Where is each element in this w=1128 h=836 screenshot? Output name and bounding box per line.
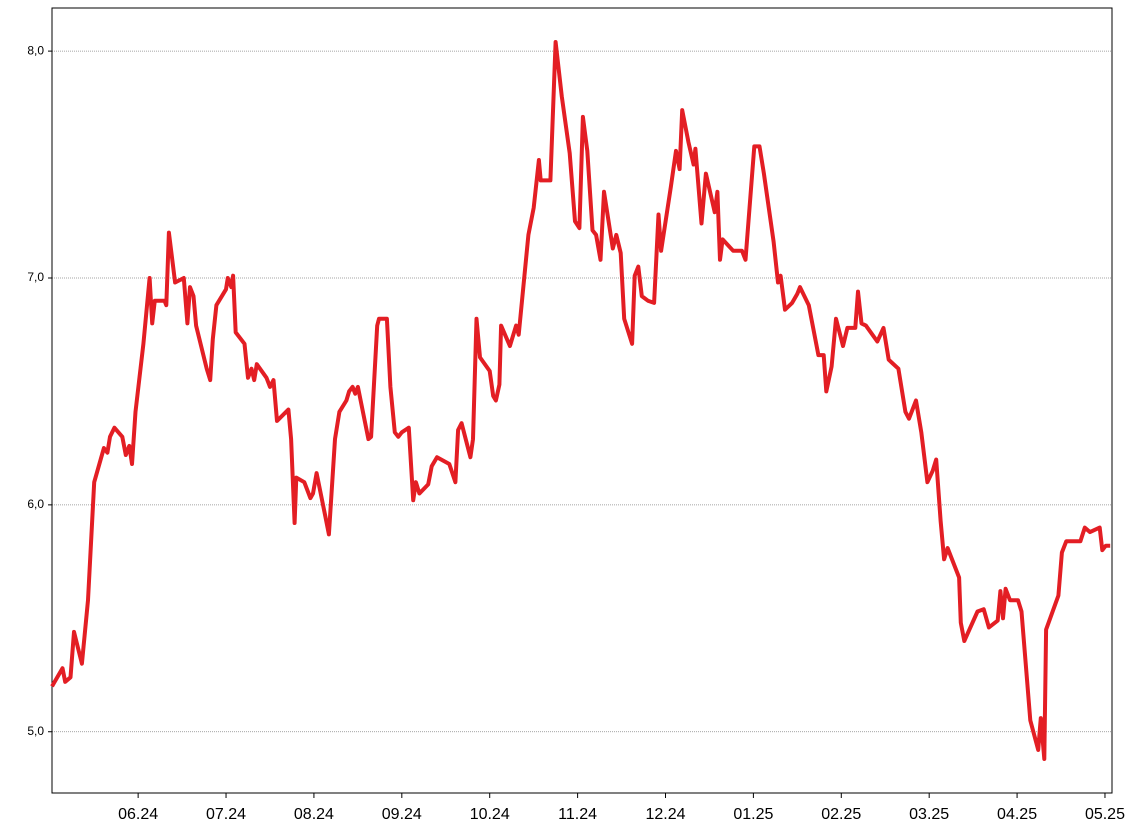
y-tick-label: 7,0 [27, 270, 44, 284]
plot-frame [51, 7, 1113, 794]
y-tick-label: 8,0 [27, 43, 44, 57]
price-line [50, 40, 1111, 761]
x-tick-label: 07.24 [206, 806, 246, 823]
x-tick-label: 02.25 [821, 806, 861, 823]
x-tick-label: 12.24 [645, 806, 685, 823]
x-tick-label: 10.24 [470, 806, 510, 823]
y-tick-label: 6,0 [27, 497, 44, 511]
x-tick-label: 03.25 [909, 806, 949, 823]
x-tick-label: 05.25 [1085, 806, 1125, 823]
x-tick-label: 09.24 [382, 806, 422, 823]
x-tick-label: 11.24 [558, 806, 597, 823]
x-tick-label: 08.24 [294, 806, 334, 823]
x-tick-label: 06.24 [118, 806, 158, 823]
x-tick-label: 04.25 [997, 806, 1037, 823]
y-tick-label: 5,0 [27, 724, 44, 738]
x-tick-label: 01.25 [733, 806, 773, 823]
